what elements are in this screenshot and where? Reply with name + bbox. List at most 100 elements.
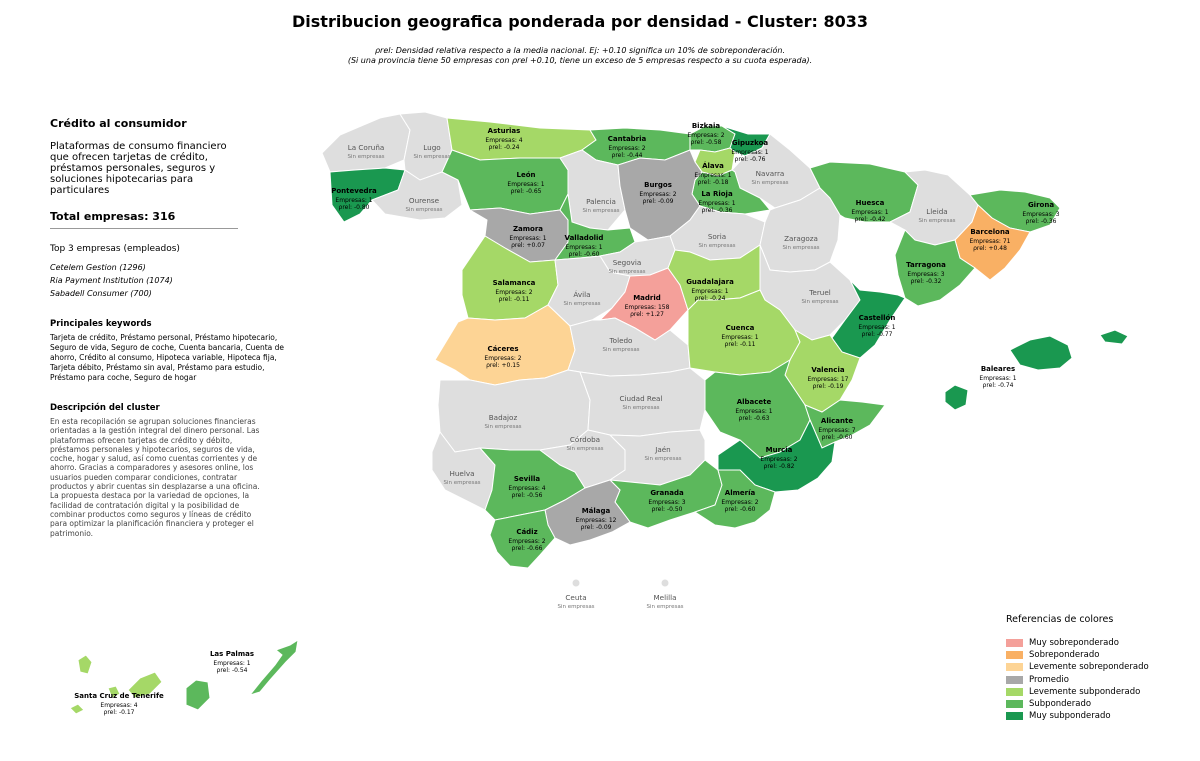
- province-count-label: Empresas: 1: [691, 288, 728, 295]
- province-name-label: Lugo: [423, 143, 440, 152]
- province-palencia: [559, 149, 626, 231]
- province-name-label: Zamora: [513, 225, 543, 233]
- province-name-label: Asturias: [488, 127, 521, 135]
- province-no-data-label: Sin empresas: [566, 446, 603, 452]
- province-rho-label: ρrel: -0.17: [104, 709, 135, 716]
- province-name-label: Toledo: [609, 336, 633, 345]
- province-name-label: Málaga: [582, 507, 611, 515]
- province-count-label: Empresas: 3: [907, 271, 944, 278]
- legend-item: Subponderado: [1006, 698, 1196, 710]
- province-name-label: León: [516, 171, 535, 179]
- province-santa-cruz-de-tenerife: [107, 685, 121, 699]
- province-tarragona: [894, 229, 976, 307]
- province-count-label: Empresas: 1: [213, 660, 250, 667]
- legend-item: Levemente subponderado: [1006, 686, 1196, 698]
- province-count-label: Empresas: 2: [508, 538, 545, 545]
- legend-label: Levemente sobreponderado: [1029, 662, 1149, 673]
- legend-item: Muy sobreponderado: [1006, 637, 1196, 649]
- province-name-label: Madrid: [633, 294, 661, 302]
- province-name-label: Burgos: [644, 181, 672, 189]
- province-name-label: Gipuzkoa: [732, 139, 768, 147]
- top3-item: Ria Payment Institution (1074): [50, 276, 173, 285]
- keywords-list: Tarjeta de crédito, Préstamo personal, P…: [50, 333, 284, 382]
- province-count-label: Empresas: 1: [979, 375, 1016, 382]
- province-rho-label: ρrel: -0.80: [339, 204, 370, 211]
- province-rho-label: ρrel: +0.48: [973, 245, 1007, 252]
- province-count-label: Empresas: 12: [576, 517, 617, 524]
- province-rho-label: ρrel: -0.19: [813, 383, 844, 390]
- province-rho-label: ρrel: -0.60: [725, 506, 756, 513]
- province-rho-label: ρrel: -0.77: [862, 331, 893, 338]
- province-rho-label: ρrel: -0.60: [569, 251, 600, 258]
- province-name-label: Segovia: [613, 258, 642, 267]
- province-no-data-label: Sin empresas: [582, 208, 619, 214]
- province-count-label: Empresas: 2: [721, 499, 758, 506]
- province-no-data-label: Sin empresas: [608, 269, 645, 275]
- province-santa-cruz-de-tenerife: [77, 654, 93, 675]
- province-rho-label: ρrel: -0.60: [822, 434, 853, 441]
- province-name-label: Badajoz: [489, 413, 518, 422]
- province-count-label: Empresas: 158: [625, 304, 670, 311]
- province-no-data-label: Sin empresas: [563, 301, 600, 307]
- province-ourense: [371, 169, 463, 221]
- province-rho-label: ρrel: -0.50: [652, 506, 683, 513]
- province-name-label: La Rioja: [701, 190, 733, 198]
- province-name-label: Sevilla: [514, 475, 541, 483]
- province-name-label: Albacete: [737, 398, 772, 406]
- province-rho-label: ρrel: -0.36: [1026, 218, 1057, 225]
- province-name-label: Ciudad Real: [620, 394, 663, 403]
- province-count-label: Empresas: 4: [485, 137, 522, 144]
- province-rho-label: ρrel: -0.56: [512, 492, 543, 499]
- province-count-label: Empresas: 1: [509, 235, 546, 242]
- province-count-label: Empresas: 3: [648, 499, 685, 506]
- province-rho-label: ρrel: -0.65: [511, 188, 542, 195]
- province-count-label: Empresas: 2: [495, 289, 532, 296]
- province-count-label: Empresas: 1: [721, 334, 758, 341]
- province-baleares: [1009, 335, 1073, 371]
- legend-swatch: [1006, 639, 1023, 648]
- province-no-data-label: Sin empresas: [405, 207, 442, 213]
- province-castellon: [831, 279, 906, 359]
- subtitle-line-1: ρrel: Densidad relativa respecto a la me…: [374, 46, 786, 55]
- province-no-data-label: Sin empresas: [602, 347, 639, 353]
- color-legend: Referencias de colores Muy sobreponderad…: [1006, 614, 1196, 722]
- province-count-label: Empresas: 4: [508, 485, 545, 492]
- province-rho-label: ρrel: +1.27: [630, 311, 664, 318]
- province-no-data-label: Sin empresas: [801, 299, 838, 305]
- province-burgos: [617, 149, 703, 241]
- legend-item: Promedio: [1006, 674, 1196, 686]
- province-name-label: Granada: [650, 489, 684, 497]
- province-no-data-label: Sin empresas: [918, 218, 955, 224]
- province-name-label: Barcelona: [970, 228, 1010, 236]
- legend-label: Muy sobreponderado: [1029, 638, 1119, 649]
- province-name-label: La Coruña: [348, 143, 385, 152]
- province-name-label: Valencia: [811, 366, 844, 374]
- province-no-data-label: Sin empresas: [413, 154, 450, 160]
- legend-label: Sobreponderado: [1029, 650, 1100, 661]
- province-name-label: Jaén: [654, 445, 671, 454]
- province-count-label: Empresas: 1: [335, 197, 372, 204]
- province-baleares: [944, 384, 969, 411]
- province-las-palmas: [248, 638, 299, 696]
- province-name-label: Girona: [1028, 201, 1054, 209]
- province-barcelona: [954, 204, 1031, 281]
- province-almeria: [693, 469, 776, 529]
- province-badajoz: [437, 369, 591, 453]
- legend-label: Subponderado: [1029, 699, 1092, 710]
- map-subtitle: ρrel: Densidad relativa respecto a la me…: [0, 46, 1160, 66]
- province-cadiz: [489, 509, 556, 569]
- province-name-label: Teruel: [808, 288, 831, 297]
- keywords-heading: Principales keywords: [50, 319, 152, 329]
- province-name-label: Cuenca: [726, 324, 755, 332]
- province-rho-label: ρrel: -0.11: [725, 341, 756, 348]
- category-description: Plataformas de consumo financiero que of…: [50, 141, 227, 196]
- province-name-label: Castellón: [859, 314, 896, 322]
- province-rho-label: ρrel: -0.76: [735, 156, 766, 163]
- province-rho-label: ρrel: +0.15: [486, 362, 520, 369]
- province-rho-label: ρrel: +0.07: [511, 242, 545, 249]
- province-name-label: Ávila: [573, 290, 590, 299]
- map-title: Distribucion geografica ponderada por de…: [292, 12, 868, 31]
- province-name-label: Murcia: [766, 446, 793, 454]
- province-count-label: Empresas: 2: [484, 355, 521, 362]
- province-rho-label: ρrel: -0.09: [581, 524, 612, 531]
